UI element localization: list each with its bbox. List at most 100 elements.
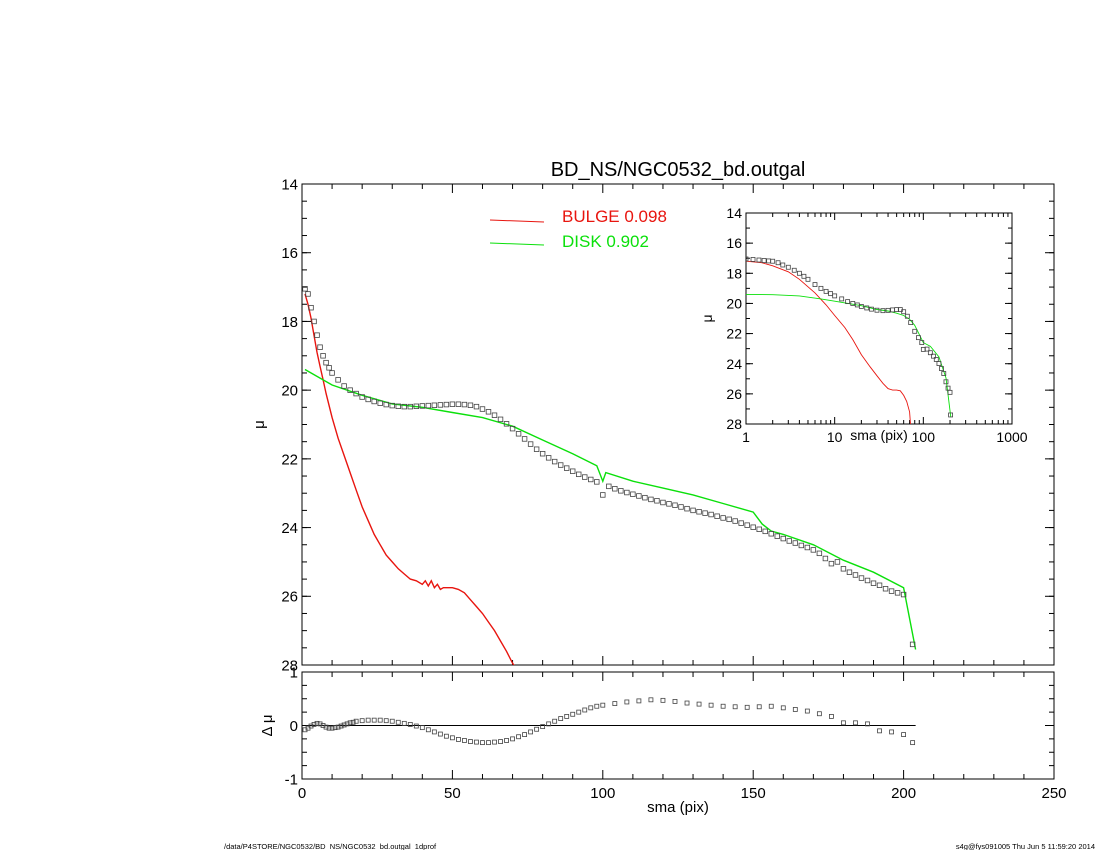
main-data-point (810, 547, 817, 553)
main-ytick-label: 26 (281, 589, 298, 606)
main-data-point (684, 505, 690, 512)
residual-delta-point (311, 722, 317, 727)
legend-bulge-swatch (489, 219, 545, 223)
main-data-point (326, 365, 332, 371)
inset-plot-frame (745, 212, 1013, 425)
main-data-point (750, 524, 756, 530)
main-data-point (389, 402, 395, 409)
main-data-point (413, 403, 420, 409)
inset-ytick-label: 18 (726, 265, 742, 281)
residual-xtick-label: 250 (1041, 785, 1066, 802)
main-data-point (365, 396, 371, 403)
main-data-point (804, 544, 811, 551)
main-data-point (636, 493, 642, 499)
main-ytick-label: 16 (281, 245, 298, 262)
legend-bulge-label: BULGE 0.098 (562, 207, 667, 226)
main-data-point (672, 502, 678, 508)
main-data-point (768, 531, 774, 537)
inset-xtick-label: 1 (742, 429, 750, 445)
inset-data-point (801, 273, 807, 279)
residual-delta-point (480, 740, 485, 746)
residual-delta-point (510, 736, 515, 742)
residual-delta-point (889, 729, 894, 735)
inset-data-point (933, 357, 939, 362)
inset-ytick-label: 16 (726, 235, 742, 251)
inset-data-point (936, 361, 942, 366)
residual-delta-point (314, 720, 320, 726)
residual-delta-point (841, 720, 846, 726)
main-data-point (882, 586, 889, 592)
main-data-point (666, 501, 672, 507)
residual-delta-point (329, 725, 335, 731)
main-data-point (834, 559, 841, 565)
main-data-point (341, 383, 347, 389)
residual-delta-point (636, 698, 642, 704)
residual-delta-point (546, 721, 552, 727)
inset-data-point (864, 305, 870, 311)
inset-data-point (746, 256, 749, 262)
legend: BULGE 0.098 DISK 0.902 (489, 207, 667, 251)
residual-delta-point (540, 724, 546, 729)
residual-delta-point (486, 740, 491, 746)
residual-delta-point (744, 704, 750, 710)
residual-delta-point (552, 718, 558, 724)
main-data-point (654, 498, 660, 504)
main-data-point (347, 387, 353, 393)
residual-delta-point (672, 699, 678, 704)
main-data-point (870, 580, 877, 586)
residual-delta-point (377, 717, 383, 723)
inset-data-point (880, 308, 886, 314)
main-data-point (564, 465, 570, 471)
inset-data-point (766, 258, 772, 264)
inset-ytick-label: 28 (726, 416, 742, 432)
inset-data-point (924, 346, 930, 352)
inset-data-point (818, 285, 824, 291)
residual-delta-point (365, 717, 371, 723)
residual-delta-point (910, 740, 916, 746)
main-data-point (395, 403, 401, 409)
residual-delta-point (708, 702, 714, 708)
main-data-point (308, 304, 314, 311)
footer-path: /data/P4STORE/NGC0532/BD_NS/NGC0532_bd.o… (224, 842, 437, 850)
main-data-point (828, 560, 835, 567)
residual-delta-point (564, 714, 570, 719)
residual-delta-point (383, 718, 389, 724)
residual-delta-point (462, 738, 467, 743)
main-data-point (515, 431, 522, 437)
main-data-point (840, 566, 847, 572)
residual-delta-point (395, 719, 401, 725)
residual-delta-point (332, 725, 338, 731)
main-data-point (690, 507, 696, 514)
main-data-point (630, 491, 636, 497)
main-data-point (311, 318, 317, 325)
inset-data-point (939, 366, 944, 371)
inset-data-point (756, 257, 762, 263)
main-ytick-label: 14 (281, 176, 298, 193)
inset-data-point (948, 412, 953, 418)
main-data-point (660, 499, 666, 506)
footer-stamp: s4g@fys091005 Thu Jun 5 11:59:20 2014 (956, 842, 1095, 850)
residual-delta-point (335, 724, 341, 730)
main-data-point (503, 421, 510, 427)
inset-data-point (943, 379, 949, 385)
inset-data-point (901, 309, 907, 315)
residual-delta-point (522, 732, 527, 737)
main-data-point (618, 488, 624, 494)
main-data-point (780, 535, 786, 542)
inset-ytick-label: 22 (726, 326, 742, 342)
inset-data-point (890, 307, 895, 313)
residual-delta-point (437, 731, 443, 737)
main-data-point (624, 489, 630, 496)
residual-x-axis-label: sma (pix) (647, 799, 709, 816)
main-data-point (419, 403, 426, 409)
main-data-point (329, 370, 335, 376)
main-data-point (353, 390, 359, 397)
residual-delta-point (516, 734, 521, 740)
main-data-point (594, 479, 600, 485)
residual-delta-point (534, 726, 540, 732)
inset-data-point (770, 258, 776, 264)
inset-data-point (761, 258, 767, 263)
residual-delta-point (582, 707, 588, 713)
residual-series-group (302, 697, 916, 746)
main-data-point (491, 412, 498, 418)
